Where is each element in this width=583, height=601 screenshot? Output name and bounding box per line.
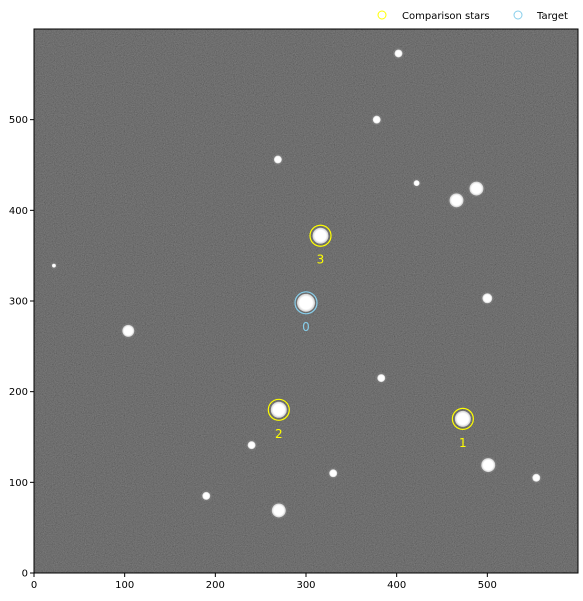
x-tick-label: 300 bbox=[296, 580, 315, 591]
star-point bbox=[482, 293, 493, 304]
x-tick-label: 100 bbox=[115, 580, 134, 591]
star-point bbox=[271, 503, 286, 518]
star-point bbox=[273, 155, 282, 164]
star-point bbox=[413, 180, 420, 187]
star-point bbox=[202, 491, 211, 500]
x-tick-label: 500 bbox=[478, 580, 497, 591]
comparison-label: 3 bbox=[317, 253, 325, 267]
legend: Comparison stars Target bbox=[377, 10, 568, 22]
comparison-label: 2 bbox=[275, 427, 283, 441]
comparison-star bbox=[454, 410, 471, 427]
star-point bbox=[394, 49, 403, 58]
star-point bbox=[449, 193, 464, 208]
target-label: 0 bbox=[302, 320, 310, 334]
y-tick-label: 300 bbox=[9, 297, 28, 308]
y-tick-label: 0 bbox=[22, 569, 28, 580]
star-point bbox=[377, 374, 386, 383]
star-point bbox=[247, 441, 256, 450]
comparison-star bbox=[270, 401, 287, 418]
star-point bbox=[51, 263, 56, 268]
comparison-marker bbox=[451, 407, 474, 430]
star-point bbox=[372, 115, 381, 124]
x-tick-label: 400 bbox=[387, 580, 406, 591]
comparison-marker bbox=[267, 398, 290, 421]
target-star bbox=[297, 293, 315, 312]
y-tick-label: 500 bbox=[9, 115, 28, 126]
comparison-marker bbox=[309, 224, 332, 247]
x-tick-label: 0 bbox=[31, 580, 37, 591]
star-point bbox=[532, 473, 541, 482]
star-point bbox=[481, 458, 496, 473]
comparison-star bbox=[312, 227, 329, 244]
x-tick-label: 200 bbox=[206, 580, 225, 591]
target-marker bbox=[294, 291, 318, 315]
star-point bbox=[469, 181, 484, 196]
star-point bbox=[329, 469, 338, 478]
y-tick-label: 400 bbox=[9, 206, 28, 217]
legend-target-marker bbox=[513, 10, 523, 20]
legend-target-label: Target bbox=[536, 11, 568, 22]
y-tick-label: 200 bbox=[9, 387, 28, 398]
legend-comparison-label: Comparison stars bbox=[402, 11, 490, 22]
star-point bbox=[122, 324, 135, 337]
legend-comparison-marker bbox=[377, 10, 387, 20]
comparison-label: 1 bbox=[459, 436, 467, 450]
y-tick-label: 100 bbox=[9, 478, 28, 489]
